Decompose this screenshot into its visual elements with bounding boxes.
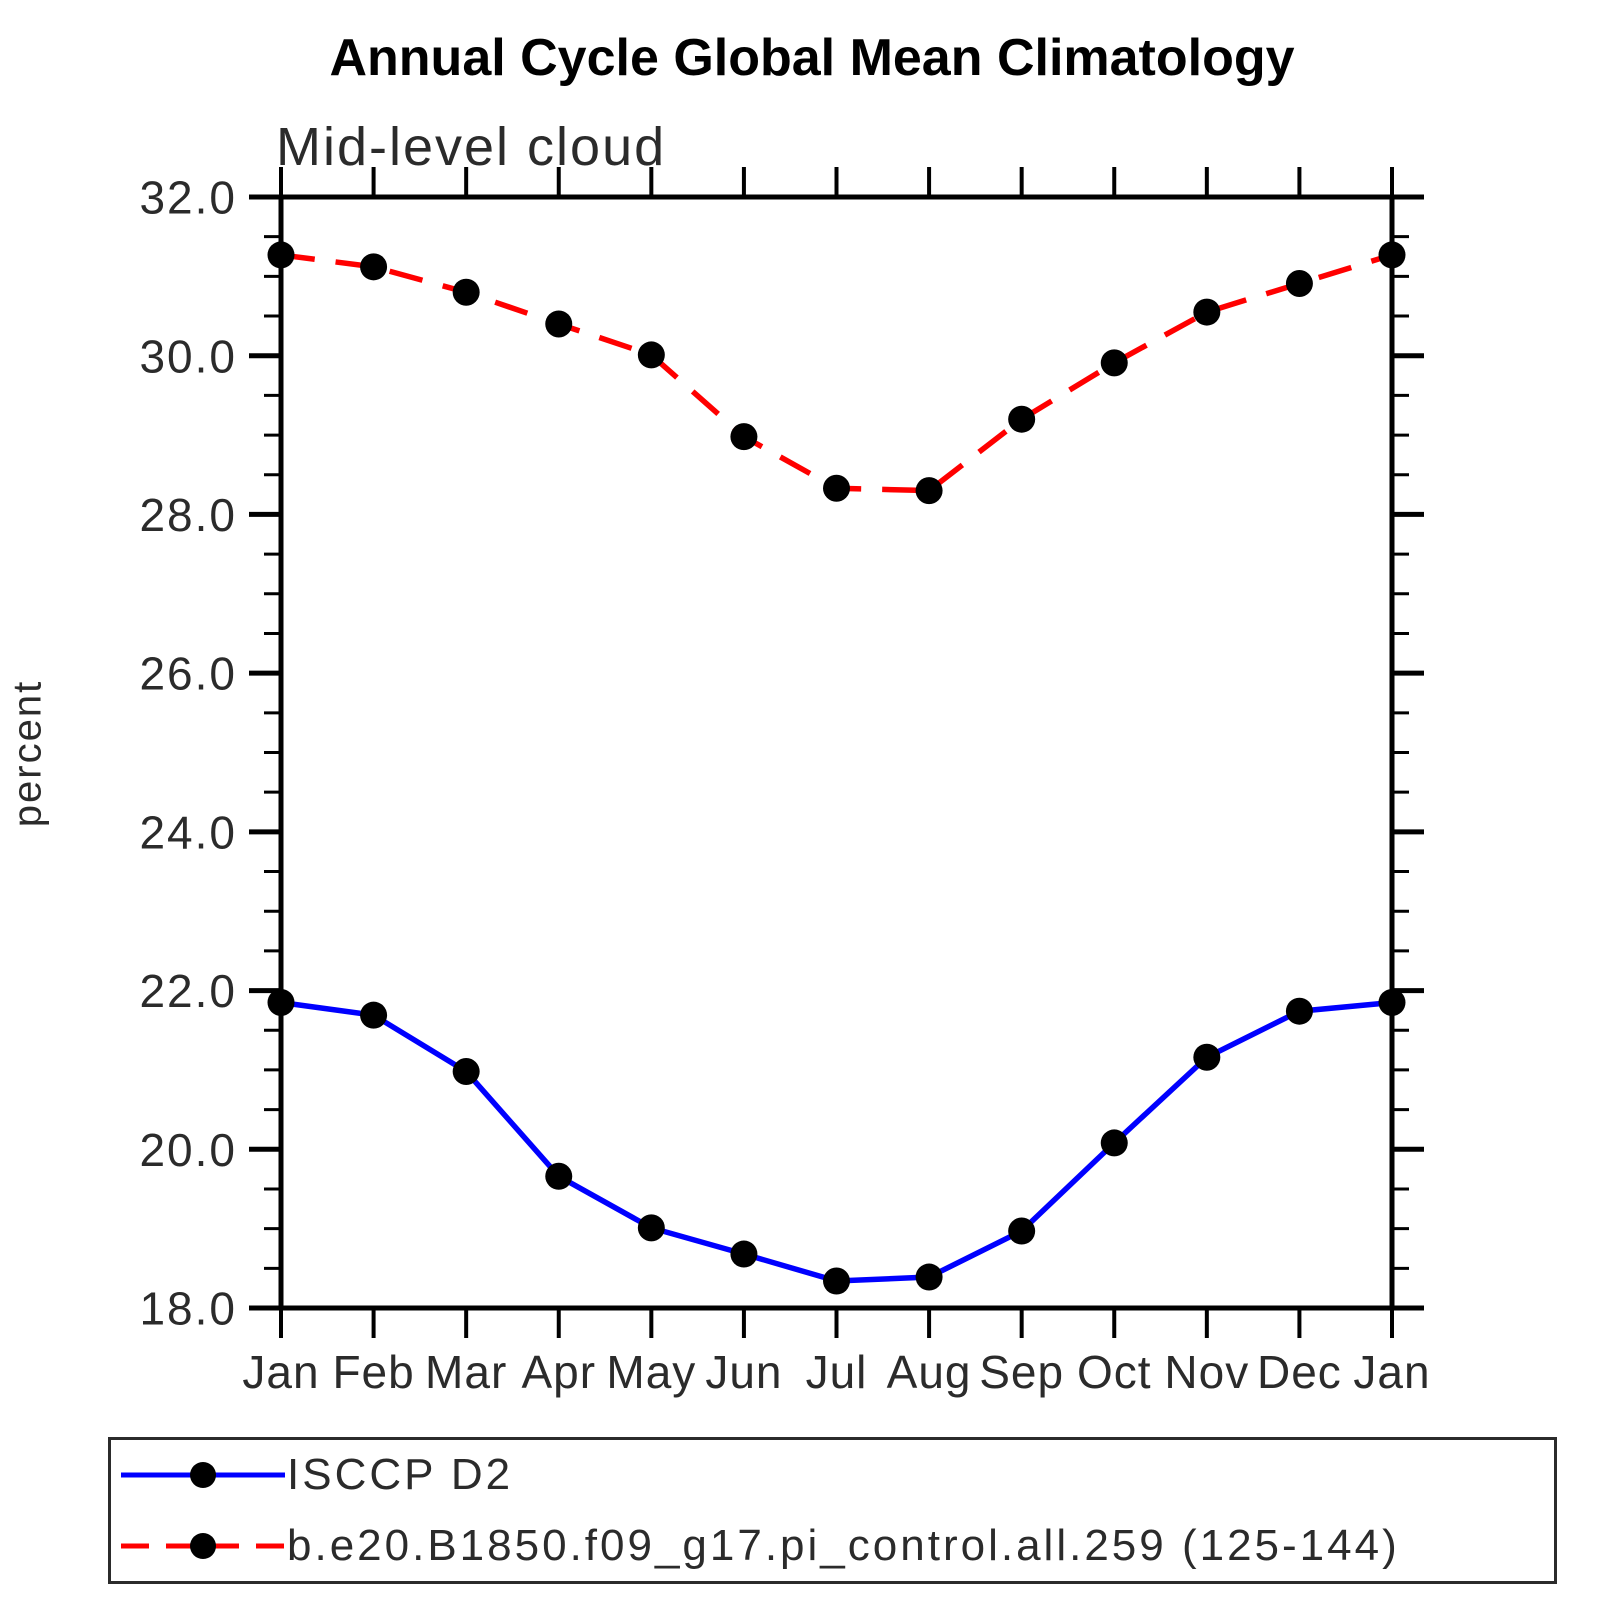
red-dashed-line-marker-icon — [121, 1532, 285, 1559]
y-tick-label: 26.0 — [139, 648, 237, 700]
data-point — [730, 423, 758, 451]
data-point — [1193, 298, 1221, 326]
y-tick-label: 18.0 — [139, 1283, 237, 1335]
y-tick-label: 32.0 — [139, 172, 237, 224]
legend-item-model: b.e20.B1850.f09_g17.pi_control.all.259 (… — [111, 1511, 1554, 1581]
data-point — [1378, 241, 1406, 269]
x-tick-label: Oct — [1077, 1346, 1152, 1398]
data-point — [823, 1267, 850, 1295]
x-tick-label: Nov — [1164, 1346, 1249, 1398]
data-point — [267, 988, 295, 1016]
data-point — [360, 1001, 388, 1029]
x-tick-label: Sep — [979, 1346, 1064, 1398]
y-tick-label: 28.0 — [139, 489, 237, 541]
data-point — [1285, 997, 1313, 1025]
data-point — [1193, 1043, 1221, 1071]
chart-subtitle: Mid-level cloud — [276, 117, 667, 177]
x-tick-label: Dec — [1257, 1346, 1342, 1398]
legend: ISCCP D2 b.e20.B1850.f09_g17.pi_control.… — [108, 1437, 1557, 1584]
x-tick-label: Mar — [425, 1346, 507, 1398]
data-point — [1008, 405, 1036, 433]
x-tick-label: Jan — [1353, 1346, 1430, 1398]
x-tick-label: Apr — [521, 1346, 596, 1398]
data-point — [915, 1263, 943, 1291]
data-point — [545, 1162, 573, 1190]
data-point — [823, 474, 850, 502]
plot-frame — [278, 194, 1395, 1311]
data-point — [1285, 269, 1313, 297]
x-tick-label: Jul — [806, 1346, 868, 1398]
series-line-1 — [280, 252, 1393, 494]
data-point — [360, 253, 388, 281]
y-tick-label: 20.0 — [139, 1124, 237, 1176]
data-point — [545, 310, 573, 338]
series-line-0 — [280, 999, 1393, 1284]
data-point — [730, 1240, 758, 1268]
y-tick-label: 30.0 — [139, 330, 237, 382]
data-point — [637, 341, 665, 369]
x-tick-label: May — [606, 1346, 696, 1398]
data-point — [452, 1058, 480, 1086]
legend-item-isccp: ISCCP D2 — [111, 1440, 1554, 1510]
x-tick-label: Jun — [705, 1346, 782, 1398]
data-point — [1008, 1217, 1036, 1245]
data-point — [1378, 988, 1406, 1016]
data-point — [637, 1214, 665, 1242]
y-tick-label: 22.0 — [139, 965, 237, 1017]
legend-label-isccp: ISCCP D2 — [287, 1450, 514, 1500]
data-point — [915, 477, 943, 505]
legend-label-model: b.e20.B1850.f09_g17.pi_control.all.259 (… — [287, 1520, 1400, 1570]
x-tick-label: Aug — [887, 1346, 972, 1398]
y-tick-label: 24.0 — [139, 806, 237, 858]
blue-solid-line-marker-icon — [121, 1462, 285, 1489]
data-point — [267, 241, 295, 269]
data-point — [1100, 349, 1128, 377]
data-point — [452, 278, 480, 306]
data-point — [1100, 1129, 1128, 1157]
x-tick-label: Jan — [242, 1346, 319, 1398]
x-tick-label: Feb — [332, 1346, 414, 1398]
chart-title: Annual Cycle Global Mean Climatology — [329, 29, 1295, 87]
